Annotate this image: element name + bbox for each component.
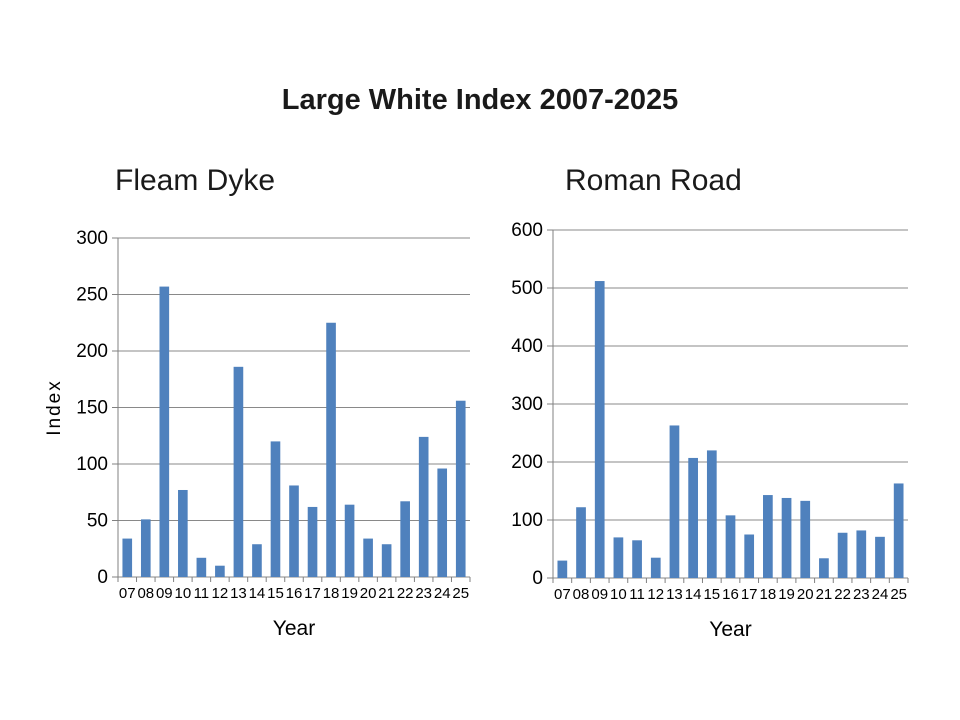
bar — [613, 537, 624, 578]
x-tick-label: 13 — [666, 586, 683, 603]
bar — [418, 436, 429, 577]
y-tick-label: 200 — [511, 452, 543, 473]
x-tick-label: 15 — [703, 586, 720, 603]
x-tick-label: 14 — [249, 585, 266, 602]
x-tick-label: 07 — [119, 585, 136, 602]
bar — [363, 538, 373, 577]
bar — [159, 286, 170, 577]
bar — [196, 557, 207, 577]
bar — [252, 544, 262, 577]
bar — [781, 497, 792, 578]
bar — [289, 485, 299, 577]
bar — [140, 519, 151, 577]
y-axis-title: Index — [44, 379, 65, 435]
bar — [326, 322, 336, 577]
y-tick-label: 0 — [532, 568, 543, 589]
x-tick-label: 23 — [853, 586, 870, 603]
x-tick-label: 14 — [685, 586, 702, 603]
x-tick-label: 22 — [397, 585, 414, 602]
x-tick-label: 12 — [647, 586, 664, 603]
bar — [576, 507, 586, 578]
x-tick-label: 13 — [230, 585, 247, 602]
x-tick-label: 21 — [816, 586, 833, 603]
y-tick-label: 400 — [511, 336, 543, 357]
bar — [270, 441, 281, 577]
bar — [688, 457, 698, 578]
x-tick-label: 17 — [304, 585, 321, 602]
y-tick-label: 0 — [97, 567, 108, 588]
chart-title: Fleam Dyke — [115, 164, 275, 197]
y-tick-label: 250 — [76, 285, 108, 306]
bar — [122, 538, 133, 577]
bar — [800, 500, 811, 578]
x-tick-label: 21 — [378, 585, 395, 602]
x-tick-label: 20 — [797, 586, 814, 603]
x-tick-label: 19 — [341, 585, 358, 602]
x-tick-label: 16 — [286, 585, 303, 602]
y-tick-label: 600 — [511, 220, 543, 241]
x-axis-title: Year — [709, 618, 751, 641]
bar — [632, 540, 642, 578]
x-tick-label: 23 — [415, 585, 432, 602]
bar — [725, 515, 736, 578]
fleam-dyke-bar-chart: Fleam Dyke 0 50 100 150 200 250 300 07 08 09 10 11 12… — [44, 164, 471, 640]
bar — [178, 489, 188, 577]
x-tick-label: 12 — [212, 585, 229, 602]
x-tick-label: 10 — [174, 585, 191, 602]
bar — [669, 425, 680, 578]
y-tick-label: 500 — [511, 278, 543, 299]
x-tick-label: 22 — [834, 586, 851, 603]
bar — [400, 501, 410, 577]
chart-title: Roman Road — [565, 164, 742, 197]
x-tick-label: 19 — [778, 586, 795, 603]
bar — [215, 565, 225, 577]
x-tick-label: 24 — [434, 585, 451, 602]
x-tick-label: 10 — [610, 586, 627, 603]
x-tick-label: 11 — [629, 586, 645, 603]
bar — [650, 557, 661, 578]
bar — [837, 532, 848, 578]
y-tick-label: 200 — [76, 341, 108, 362]
bar — [307, 506, 318, 577]
x-tick-label: 24 — [872, 586, 889, 603]
bar — [381, 544, 392, 577]
bar — [706, 450, 717, 578]
x-tick-label: 25 — [452, 585, 469, 602]
page-title: Large White Index 2007-2025 — [281, 84, 679, 116]
x-tick-label: 09 — [156, 585, 173, 602]
bar — [763, 495, 773, 578]
bar — [455, 400, 466, 577]
bar — [856, 530, 867, 578]
bar — [744, 534, 755, 578]
x-tick-label: 18 — [323, 585, 340, 602]
bar — [557, 560, 568, 578]
y-tick-label: 100 — [511, 510, 543, 531]
x-tick-label: 08 — [573, 586, 590, 603]
x-tick-label: 07 — [554, 586, 571, 603]
y-tick-label: 100 — [76, 454, 108, 475]
y-tick-label: 150 — [76, 398, 108, 419]
bar — [594, 281, 605, 578]
x-tick-label: 09 — [591, 586, 608, 603]
y-tick-label: 50 — [87, 511, 108, 532]
x-tick-label: 11 — [194, 585, 210, 602]
x-tick-label: 16 — [722, 586, 739, 603]
bar — [819, 558, 829, 578]
x-tick-label: 18 — [760, 586, 777, 603]
bar — [344, 504, 355, 577]
bar — [875, 536, 885, 578]
y-tick-label: 300 — [76, 228, 108, 249]
x-tick-label: 17 — [741, 586, 758, 603]
bar — [437, 468, 448, 577]
y-tick-label: 300 — [511, 394, 543, 415]
x-axis-title: Year — [273, 617, 315, 640]
bar — [893, 483, 904, 578]
x-tick-label: 25 — [890, 586, 907, 603]
bar — [233, 366, 244, 577]
x-tick-label: 20 — [360, 585, 377, 602]
x-tick-label: 15 — [267, 585, 284, 602]
x-tick-label: 08 — [137, 585, 154, 602]
